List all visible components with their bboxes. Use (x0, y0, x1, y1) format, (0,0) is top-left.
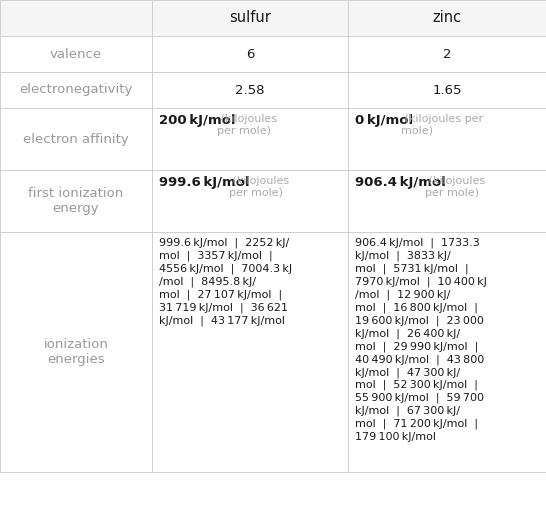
Bar (0, 0, 152, 36)
Bar (348, 0, 546, 36)
Text: (kilojoules
per mole): (kilojoules per mole) (217, 114, 277, 136)
Text: ionization
energies: ionization energies (44, 338, 109, 366)
Text: (kilojoules
per mole): (kilojoules per mole) (229, 176, 289, 198)
Text: electronegativity: electronegativity (19, 83, 133, 97)
Text: sulfur: sulfur (229, 11, 271, 25)
Text: 1.65: 1.65 (432, 83, 462, 97)
Text: 906.4 kJ/mol  |  1733.3
kJ/mol  |  3833 kJ/
mol  |  5731 kJ/mol  |
7970 kJ/mol  : 906.4 kJ/mol | 1733.3 kJ/mol | 3833 kJ/ … (355, 238, 487, 441)
Text: 200 kJ/mol: 200 kJ/mol (159, 114, 235, 127)
Text: 2: 2 (443, 48, 451, 60)
Text: first ionization
energy: first ionization energy (28, 187, 123, 215)
Text: 906.4 kJ/mol: 906.4 kJ/mol (355, 176, 446, 189)
Text: 6: 6 (246, 48, 254, 60)
Text: (kilojoules per
mole): (kilojoules per mole) (401, 114, 484, 136)
Text: zinc: zinc (432, 11, 461, 25)
Text: 0 kJ/mol: 0 kJ/mol (355, 114, 413, 127)
Text: valence: valence (50, 48, 102, 60)
Text: 999.6 kJ/mol  |  2252 kJ/
mol  |  3357 kJ/mol  |
4556 kJ/mol  |  7004.3 kJ
/mol : 999.6 kJ/mol | 2252 kJ/ mol | 3357 kJ/mo… (159, 238, 292, 326)
Text: (kilojoules
per mole): (kilojoules per mole) (425, 176, 485, 198)
Text: 2.58: 2.58 (235, 83, 265, 97)
Text: electron affinity: electron affinity (23, 133, 129, 145)
Text: 999.6 kJ/mol: 999.6 kJ/mol (159, 176, 250, 189)
Bar (152, 0, 348, 36)
